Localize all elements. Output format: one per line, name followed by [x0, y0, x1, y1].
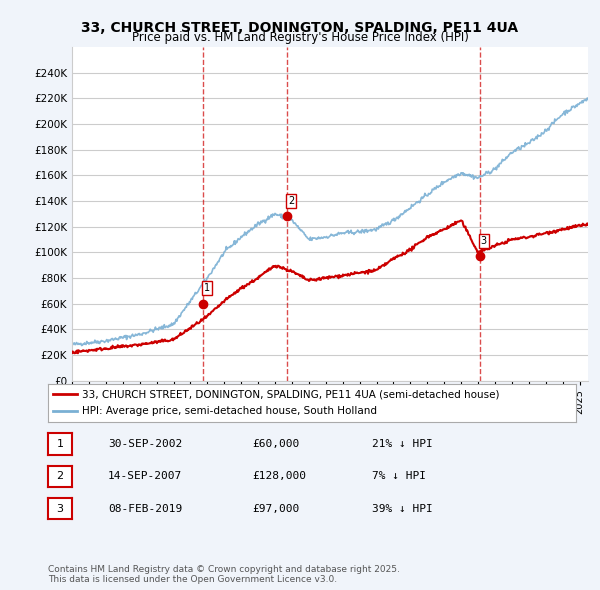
Text: 33, CHURCH STREET, DONINGTON, SPALDING, PE11 4UA: 33, CHURCH STREET, DONINGTON, SPALDING, …: [82, 21, 518, 35]
Text: 08-FEB-2019: 08-FEB-2019: [108, 504, 182, 514]
Text: 3: 3: [481, 236, 487, 246]
Text: 33, CHURCH STREET, DONINGTON, SPALDING, PE11 4UA (semi-detached house): 33, CHURCH STREET, DONINGTON, SPALDING, …: [82, 389, 500, 399]
Text: 1: 1: [56, 439, 64, 449]
Text: Contains HM Land Registry data © Crown copyright and database right 2025.
This d: Contains HM Land Registry data © Crown c…: [48, 565, 400, 584]
Text: £97,000: £97,000: [252, 504, 299, 514]
Text: £128,000: £128,000: [252, 471, 306, 481]
Text: 2: 2: [56, 471, 64, 481]
Text: 7% ↓ HPI: 7% ↓ HPI: [372, 471, 426, 481]
Text: HPI: Average price, semi-detached house, South Holland: HPI: Average price, semi-detached house,…: [82, 406, 377, 416]
Text: 1: 1: [204, 283, 210, 293]
Text: 14-SEP-2007: 14-SEP-2007: [108, 471, 182, 481]
Text: 21% ↓ HPI: 21% ↓ HPI: [372, 439, 433, 449]
Text: 39% ↓ HPI: 39% ↓ HPI: [372, 504, 433, 514]
Text: £60,000: £60,000: [252, 439, 299, 449]
Text: 2: 2: [288, 196, 294, 206]
Text: 3: 3: [56, 504, 64, 514]
Text: 30-SEP-2002: 30-SEP-2002: [108, 439, 182, 449]
Text: Price paid vs. HM Land Registry's House Price Index (HPI): Price paid vs. HM Land Registry's House …: [131, 31, 469, 44]
